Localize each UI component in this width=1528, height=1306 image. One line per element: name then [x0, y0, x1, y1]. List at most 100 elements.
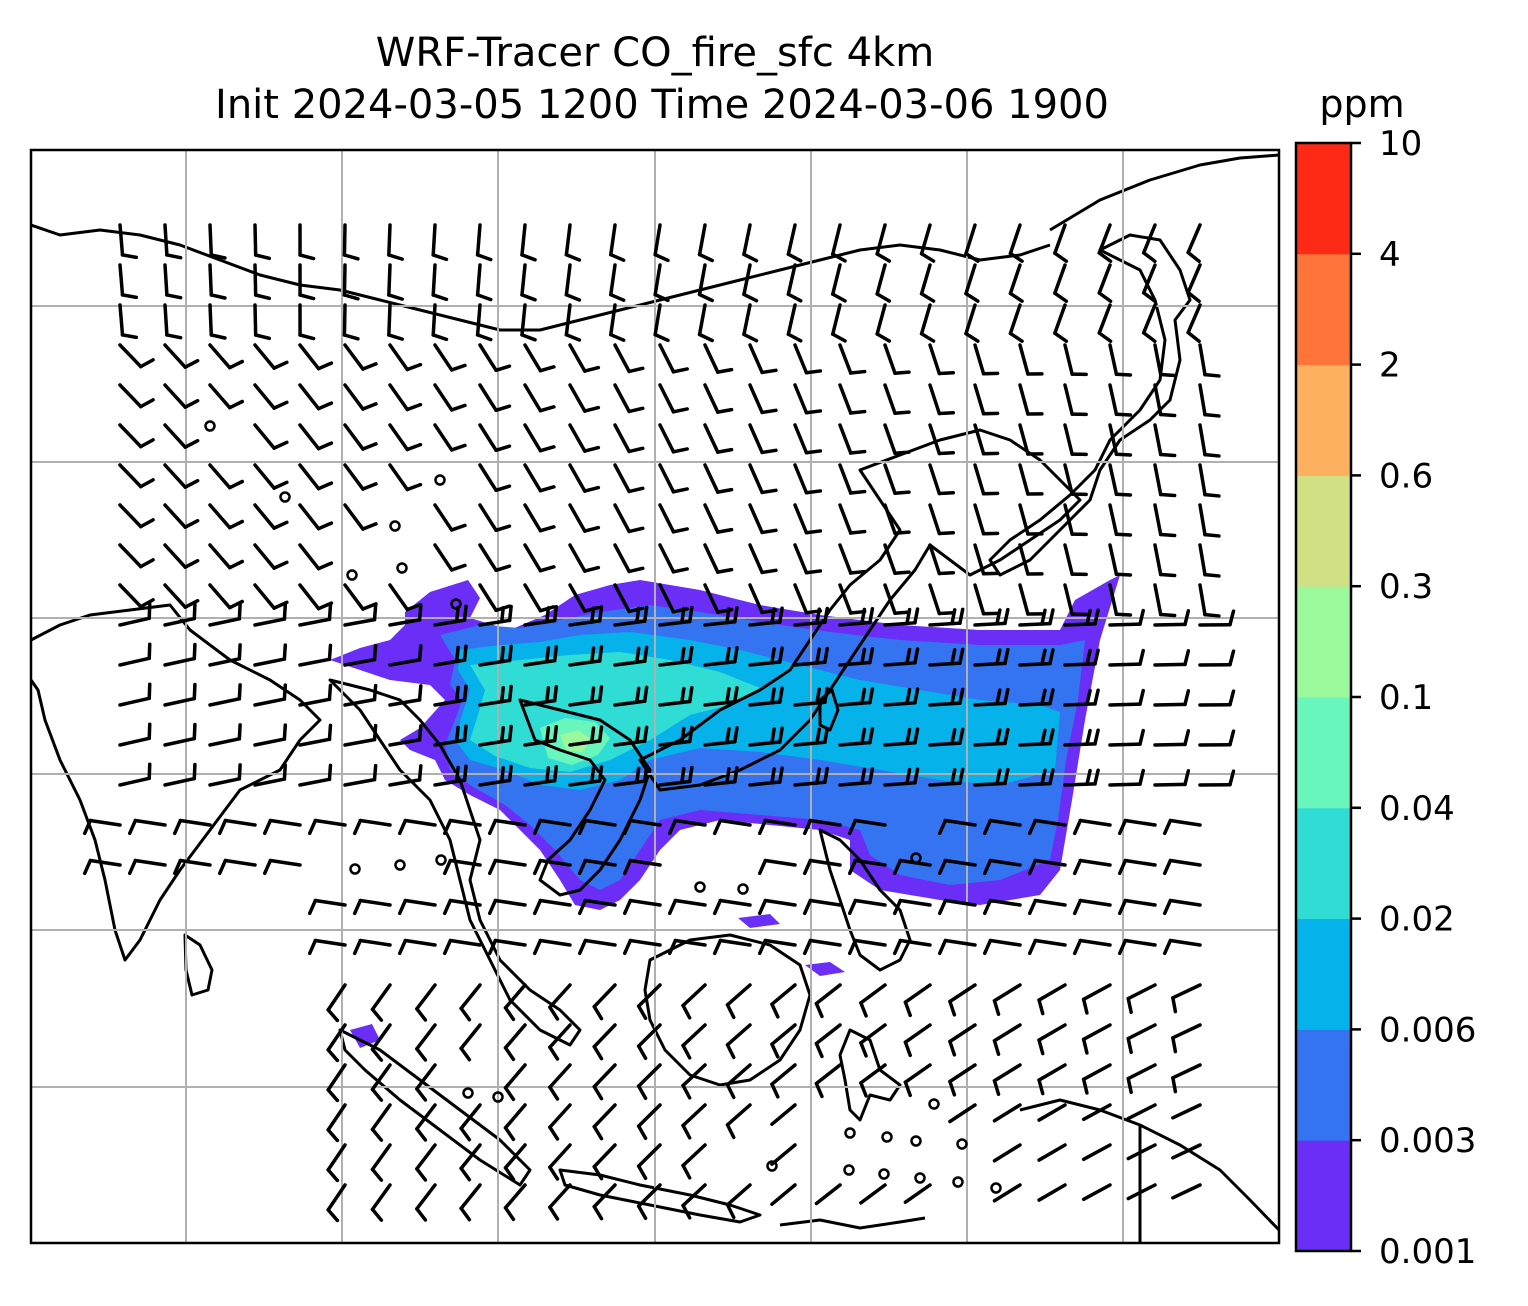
wind-barb-staff [433, 423, 454, 452]
wind-barb-flag [454, 645, 460, 664]
wind-barb-flag [903, 1000, 912, 1018]
wind-barb-staff [748, 620, 782, 627]
wind-barb-flag [859, 1041, 868, 1058]
wind-barb-flag [342, 293, 360, 301]
wind-barb-flag [282, 763, 288, 781]
wind-barb-flag [405, 362, 423, 372]
wind-barb-staff [859, 1063, 887, 1085]
wind-barb-staff [1018, 543, 1030, 576]
colorbar-tick-label: 2 [1379, 346, 1401, 386]
wind-barb-flag [1114, 412, 1133, 417]
wind-barb-staff [943, 858, 977, 867]
wind-barb-flag [697, 292, 714, 303]
wind-barb-staff [208, 657, 242, 667]
wind-barb-staff [326, 1103, 347, 1132]
wind-barb-staff [475, 263, 482, 297]
wind-barb-staff [613, 463, 631, 494]
wind-barb-flag [892, 858, 903, 876]
wind-barb-flag [172, 858, 183, 876]
wind-barb-flag [120, 253, 139, 260]
wind-barb-flag [597, 645, 604, 663]
wind-barb-flag [622, 938, 633, 956]
wind-barb-staff [1153, 503, 1163, 537]
wind-barb-flag [592, 1004, 604, 1021]
wind-barb-staff [298, 383, 321, 411]
wind-barb-staff [628, 898, 662, 907]
wind-barb-staff [636, 1183, 662, 1208]
wind-barb-staff [613, 779, 647, 787]
wind-barb-flag [964, 251, 980, 263]
calm-wind-marker [956, 1138, 968, 1150]
calm-wind-marker [389, 520, 401, 532]
wind-barb-staff [628, 938, 662, 947]
wind-barb-staff [609, 263, 617, 297]
wind-barb-staff [523, 738, 557, 747]
wind-barb-flag [459, 1126, 472, 1142]
wind-barb-flag [786, 252, 803, 263]
wind-barb-flag [716, 527, 734, 534]
wind-barb-staff [1081, 1103, 1112, 1122]
wind-barb-staff [343, 737, 377, 747]
wind-barb-flag [316, 481, 334, 491]
wind-barb-flag [282, 683, 288, 701]
wind-barb-flag [770, 687, 776, 705]
wind-barb-staff [1018, 463, 1030, 496]
wind-barb-staff [613, 343, 631, 374]
wind-barb-staff [388, 658, 422, 667]
wind-barb-flag [712, 898, 723, 916]
colorbar-tick-label: 0.3 [1379, 567, 1433, 607]
wind-barb-staff [253, 503, 276, 530]
wind-barb-flag [262, 818, 273, 836]
wind-barb-flag [592, 1204, 604, 1221]
wind-barb-staff [875, 303, 887, 336]
wind-barb-staff [681, 1143, 707, 1168]
wind-barb-flag [1158, 372, 1177, 378]
wind-barb-staff [973, 741, 1007, 747]
wind-barb-flag [387, 333, 404, 341]
wind-barb-staff [859, 983, 887, 1005]
wind-barb-staff [763, 818, 797, 827]
wind-barb-staff [370, 1103, 392, 1132]
wind-barb-flag [802, 938, 813, 956]
wind-barb-flag [192, 722, 197, 741]
wind-barb-flag [1081, 997, 1089, 1015]
wind-barb-flag [209, 253, 227, 260]
wind-barb-flag [545, 766, 551, 784]
wind-barb-staff [592, 1023, 617, 1049]
wind-barb-staff [298, 463, 321, 491]
wind-barb-flag [272, 520, 289, 530]
wind-barb-flag [859, 1001, 868, 1018]
wind-barb-staff [313, 898, 347, 907]
wind-barb-flag [848, 409, 867, 415]
wind-barb-flag [227, 599, 245, 610]
wind-barb-staff [943, 818, 977, 827]
wind-barb-flag [653, 252, 670, 263]
wind-barb-staff [681, 1023, 707, 1048]
wind-barb-flag [183, 518, 200, 529]
calm-wind-marker [878, 1168, 890, 1180]
wind-barb-flag [643, 645, 649, 663]
wind-barb-staff [1153, 583, 1163, 617]
wind-barb-staff [493, 898, 527, 907]
wind-barb-staff [838, 700, 872, 707]
wind-barb-flag [688, 605, 694, 624]
wind-barb-staff [883, 701, 917, 707]
wind-barb-staff [343, 383, 365, 411]
wind-barb-staff [1097, 263, 1112, 295]
wind-barb-staff [770, 1063, 797, 1086]
wind-barb-staff [253, 263, 258, 297]
wind-barb-staff [973, 661, 1007, 667]
wind-barb-flag [237, 723, 242, 741]
wind-barb-flag [716, 487, 734, 494]
wind-barb-staff [163, 583, 187, 609]
wind-barb-flag [913, 687, 920, 705]
wind-barb-flag [1171, 996, 1178, 1014]
wind-barb-staff [118, 383, 143, 409]
wind-barb-flag [1141, 251, 1157, 263]
wind-barb-flag [948, 1039, 957, 1057]
wind-barb-flag [667, 818, 678, 836]
wind-barb-flag [499, 765, 505, 784]
wind-barb-flag [860, 727, 867, 745]
wind-barb-flag [431, 333, 449, 342]
wind-barb-staff [253, 223, 258, 257]
